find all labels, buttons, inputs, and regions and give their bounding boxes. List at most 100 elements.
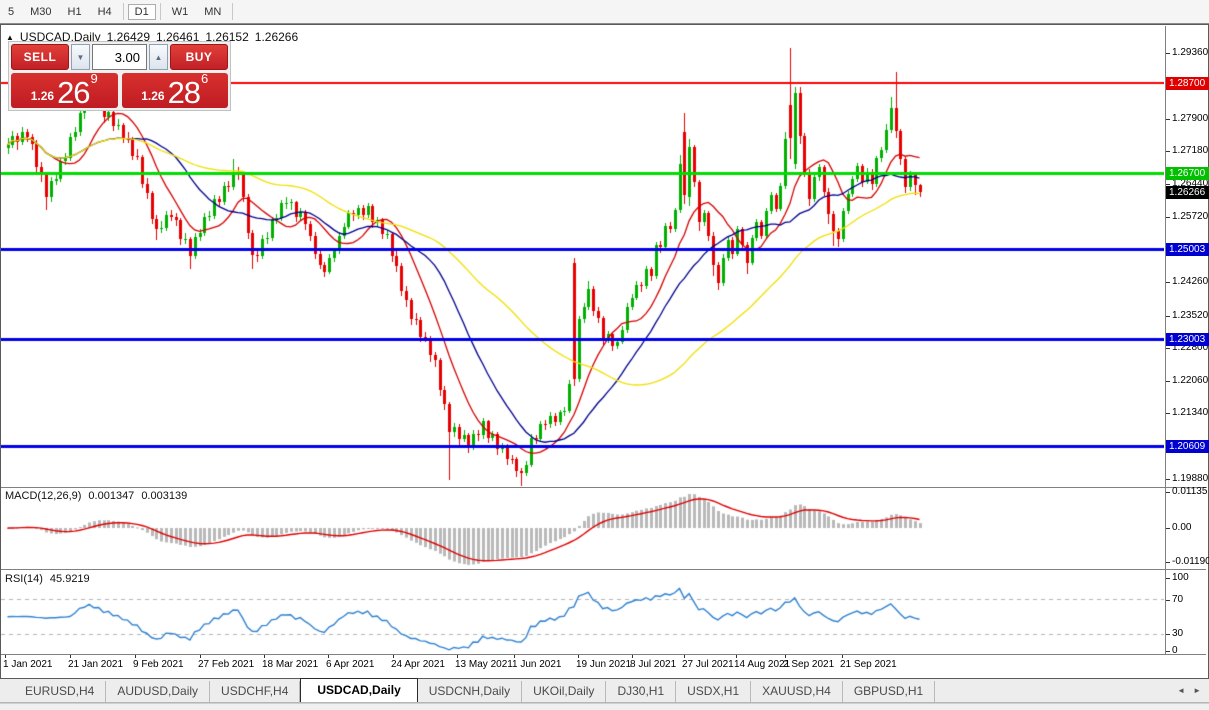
timeframe-button-h1[interactable]: H1 xyxy=(67,5,82,18)
price-tick-mark xyxy=(1166,479,1170,480)
price-tick-label: 1.22060 xyxy=(1172,375,1209,386)
chart-tab-bar: EURUSD,H4 AUDUSD,Daily USDCHF,H4 USDCAD,Dai… xyxy=(0,678,1209,703)
tabs-scroll-left-icon[interactable]: ◄ xyxy=(1177,686,1186,695)
indicator-tick-label: -0.011904 xyxy=(1172,556,1209,567)
chart-tab-usdcad[interactable]: USDCAD,Daily xyxy=(300,678,418,702)
price-tick-mark xyxy=(1166,119,1170,120)
chart-tab-usdcnh[interactable]: USDCNH,Daily xyxy=(418,681,523,702)
date-tick-mark xyxy=(514,655,515,658)
buy-price-tile[interactable]: 1.26 28 6 xyxy=(121,71,228,110)
chart-tab-audusd[interactable]: AUDUSD,Daily xyxy=(106,681,211,702)
indicator-tick-mark xyxy=(1166,634,1170,635)
timeframe-button-5[interactable]: 5 xyxy=(8,5,15,18)
indicator-tick-label: 0.00 xyxy=(1172,522,1192,533)
indicator-tick-mark xyxy=(1166,562,1170,563)
price-tick-mark xyxy=(1166,413,1170,414)
date-tick-mark xyxy=(632,655,633,658)
macd-header: MACD(12,26,9) 0.001347 0.003139 xyxy=(5,490,187,502)
volume-increase-button[interactable]: ▲ xyxy=(149,44,168,70)
date-tick-mark xyxy=(200,655,201,658)
date-tick-mark xyxy=(135,655,136,658)
date-tick-label: 24 Apr 2021 xyxy=(391,659,445,670)
indicator-tick-mark xyxy=(1166,528,1170,529)
price-tick-mark xyxy=(1166,151,1170,152)
date-tick-mark xyxy=(70,655,71,658)
price-tick-mark xyxy=(1166,282,1170,283)
open-value: 1.26429 xyxy=(106,30,150,44)
buy-button[interactable]: BUY xyxy=(170,44,228,70)
price-level-badge: 1.26700 xyxy=(1166,167,1209,180)
macd-signal-value: 0.003139 xyxy=(141,490,188,502)
volume-input[interactable]: 3.00 xyxy=(92,44,147,70)
sell-price-prefix: 1.26 xyxy=(30,89,55,103)
indicator-tick-mark xyxy=(1166,651,1170,652)
indicator-tick-label: 0.01135 xyxy=(1172,486,1208,497)
buy-price-pips: 28 xyxy=(167,75,201,110)
chart-tab-usdx[interactable]: USDX,H1 xyxy=(676,681,752,702)
close-value: 1.26266 xyxy=(254,30,299,44)
sell-button[interactable]: SELL xyxy=(11,44,69,70)
date-tick-label: 8 Jul 2021 xyxy=(630,659,677,670)
date-tick-label: 19 Jun 2021 xyxy=(576,659,632,670)
timeframe-button-d1[interactable]: D1 xyxy=(127,3,156,20)
macd-value: 0.001347 xyxy=(88,490,135,502)
price-level-badge: 1.25003 xyxy=(1166,243,1209,256)
price-tick-label: 1.25720 xyxy=(1172,211,1209,222)
date-tick-label: 14 Aug 2021 xyxy=(734,659,791,670)
date-tick-mark xyxy=(393,655,394,658)
price-tick-mark xyxy=(1166,381,1170,382)
date-tick-mark xyxy=(842,655,843,658)
price-tick-mark xyxy=(1166,316,1170,317)
sell-price-pips: 26 xyxy=(57,75,90,110)
indicator-tick-label: 100 xyxy=(1172,572,1189,583)
date-tick-label: 21 Jan 2021 xyxy=(68,659,124,670)
date-tick-mark xyxy=(328,655,329,658)
price-tick-mark xyxy=(1166,348,1170,349)
date-tick-label: 13 May 2021 xyxy=(455,659,513,670)
date-tick-label: 2 Sep 2021 xyxy=(783,659,835,670)
price-tick-mark xyxy=(1166,53,1170,54)
timeframe-toolbar: 5 M30 H1 H4 D1 W1 MN xyxy=(0,0,1209,24)
window-bottom-strip xyxy=(0,703,1209,710)
price-tick-label: 1.27180 xyxy=(1172,145,1209,156)
macd-panel-canvas[interactable] xyxy=(1,489,1164,568)
rsi-value: 45.9219 xyxy=(49,573,90,585)
time-axis-line xyxy=(1,654,1206,655)
chart-tab-xauusd[interactable]: XAUUSD,H4 xyxy=(751,681,843,702)
rsi-panel-canvas[interactable] xyxy=(1,571,1164,653)
tabs-scroll-right-icon[interactable]: ► xyxy=(1193,686,1201,695)
low-value: 1.26152 xyxy=(205,30,249,44)
date-tick-mark xyxy=(264,655,265,658)
chart-tab-usdchf[interactable]: USDCHF,H4 xyxy=(210,681,301,702)
price-tick-label: 1.23520 xyxy=(1172,310,1209,321)
macd-panel-separator[interactable] xyxy=(1,487,1206,488)
timeframe-button-m30[interactable]: M30 xyxy=(30,5,52,18)
sell-price-point: 9 xyxy=(90,71,98,86)
chart-tab-dj30[interactable]: DJ30,H1 xyxy=(606,681,677,702)
collapse-triangle-icon[interactable]: ▲ xyxy=(6,32,14,42)
buy-price-prefix: 1.26 xyxy=(141,89,165,103)
indicator-tick-mark xyxy=(1166,578,1170,579)
timeframe-button-h4[interactable]: H4 xyxy=(97,5,112,18)
chart-header: ▲ USDCAD,Daily 1.26429 1.26461 1.26152 1… xyxy=(6,30,298,44)
price-axis-line xyxy=(1165,26,1166,654)
price-tick-mark xyxy=(1166,184,1170,185)
rsi-label: RSI(14) xyxy=(5,573,43,585)
timeframe-button-w1[interactable]: W1 xyxy=(171,5,189,18)
sell-price-tile[interactable]: 1.26 26 9 xyxy=(11,71,118,110)
rsi-panel-separator[interactable] xyxy=(1,569,1206,570)
price-tick-label: 1.24260 xyxy=(1172,276,1209,287)
price-level-badge: 1.26266 xyxy=(1166,186,1209,199)
volume-decrease-button[interactable]: ▼ xyxy=(71,44,90,70)
chart-tab-eurusd[interactable]: EURUSD,H4 xyxy=(14,681,107,702)
price-tick-label: 1.19880 xyxy=(1172,473,1209,484)
date-tick-label: 27 Feb 2021 xyxy=(198,659,255,670)
chart-tab-ukoil[interactable]: UKOil,Daily xyxy=(522,681,607,702)
date-tick-label: 6 Apr 2021 xyxy=(326,659,375,670)
chart-tab-gbpusd[interactable]: GBPUSD,H1 xyxy=(843,681,936,702)
one-click-trading-widget: SELL ▼ 3.00 ▲ BUY 1.26 26 9 1.26 28 6 xyxy=(8,41,231,111)
indicator-tick-mark xyxy=(1166,600,1170,601)
price-tick-label: 1.21340 xyxy=(1172,407,1209,418)
timeframe-button-mn[interactable]: MN xyxy=(204,5,222,18)
price-level-badge: 1.28700 xyxy=(1166,77,1209,90)
